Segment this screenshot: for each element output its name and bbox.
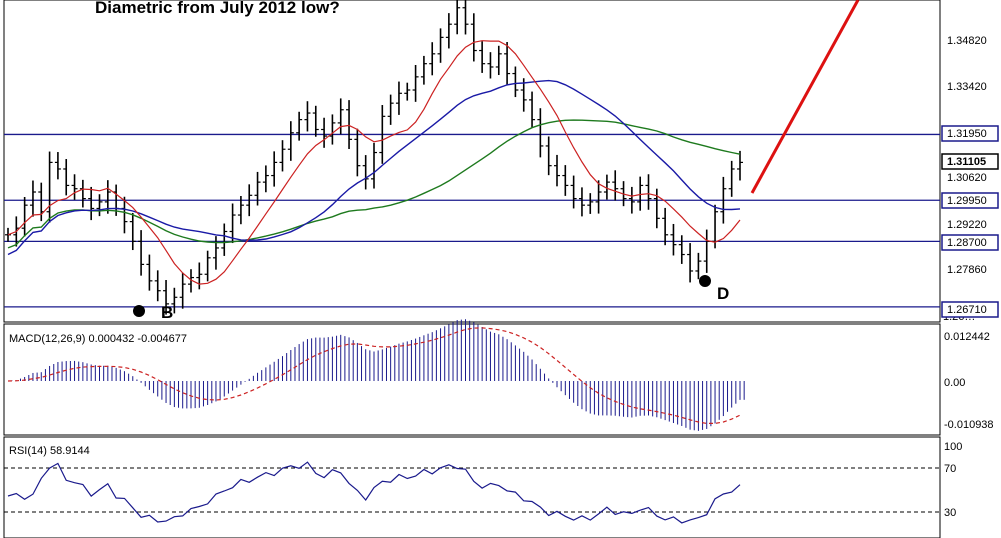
price-tick-2: 1.33420: [947, 81, 987, 93]
macd-label: MACD(12,26,9) 0.000432 -0.004677: [9, 333, 187, 345]
current-price-badge: [941, 153, 999, 170]
chart-title: Diametric from July 2012 low?: [95, 0, 340, 17]
point-b-marker: [133, 305, 145, 317]
point-b-label: B: [161, 303, 173, 322]
price-tick-5: 1.27860: [947, 264, 987, 276]
projection-arrow: [750, 0, 860, 194]
macd-signal-line: [7, 327, 741, 424]
rsi-tick-2: 70: [944, 463, 956, 475]
rsi-tick-3: 30: [944, 507, 956, 519]
ma-slow-line: [7, 119, 741, 249]
macd-tick-2: 0.00: [944, 377, 965, 389]
price-panel-frame: [3, 0, 941, 323]
price-tick-3: 1.30620: [947, 172, 987, 184]
level-badge-3: [941, 234, 999, 251]
ma-fast-line: [7, 40, 741, 285]
level-badge-1-text: 1.31950: [947, 128, 987, 140]
macd-panel-frame: [3, 323, 941, 436]
price-tick-1: 1.34820: [947, 35, 987, 47]
macd-tick-1: 0.012442: [944, 331, 990, 343]
macd-histogram: [11, 319, 745, 431]
rsi-panel-frame: [3, 436, 941, 538]
ma-mid-line: [7, 79, 741, 256]
level-badge-1: [941, 125, 999, 142]
moving-averages: [7, 40, 741, 285]
price-bars: [5, 0, 743, 315]
point-d-label: D: [717, 284, 729, 303]
point-d-marker: [699, 275, 711, 287]
rsi-label: RSI(14) 58.9144: [9, 445, 90, 457]
level-badge-4: [941, 301, 999, 318]
current-price-text: 1.31105: [947, 156, 986, 168]
price-tick-4: 1.29220: [947, 219, 987, 231]
level-badge-2: [941, 192, 999, 209]
level-badge-4-text: 1.26710: [947, 304, 987, 316]
macd-tick-3: -0.010938: [944, 419, 994, 431]
rsi-line: [7, 461, 741, 524]
level-badge-3-text: 1.28700: [947, 237, 987, 249]
level-badge-2-text: 1.29950: [947, 195, 987, 207]
rsi-tick-1: 100: [944, 441, 962, 453]
